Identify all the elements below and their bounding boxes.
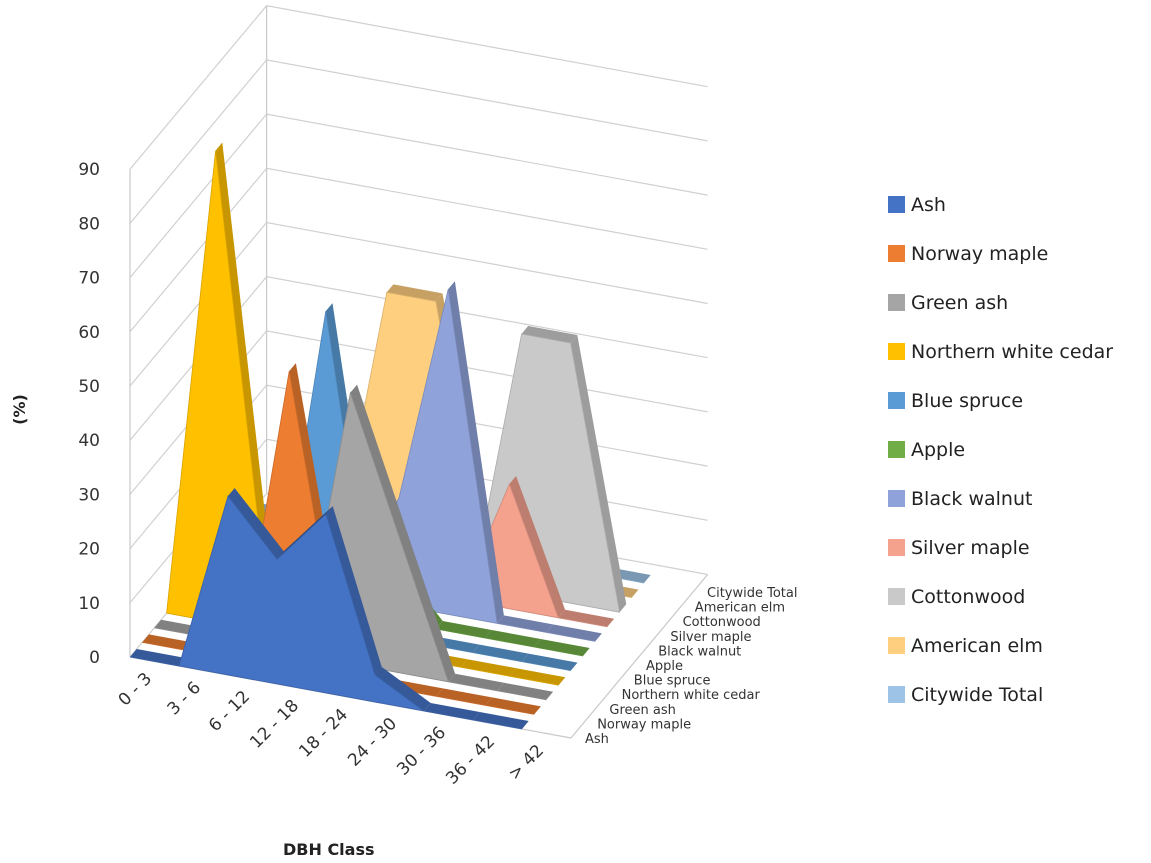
legend-label: Green ash	[911, 291, 1009, 314]
legend-label: Citywide Total	[911, 683, 1044, 706]
y-tick-label: 30	[78, 485, 100, 505]
series-edge	[436, 621, 492, 638]
legend-item: Northern white cedar	[888, 327, 1113, 376]
series-edge	[497, 682, 554, 700]
legend-swatch	[888, 588, 905, 605]
y-tick-label: 10	[78, 594, 100, 614]
y-tick-label: 90	[78, 160, 100, 180]
depth-tick-label: Black walnut	[658, 644, 741, 659]
legend-label: Norway maple	[911, 242, 1049, 265]
series-edge	[534, 639, 590, 656]
legend-swatch	[888, 343, 905, 360]
legend-item: Green ash	[888, 278, 1113, 327]
legend-swatch	[888, 245, 905, 262]
legend-label: Cottonwood	[911, 585, 1026, 608]
depth-tick-label: Citywide Total	[707, 586, 797, 601]
depth-tick-label: Cottonwood	[683, 615, 761, 630]
depth-tick-label: American elm	[695, 601, 785, 616]
legend-item: Black walnut	[888, 474, 1113, 523]
series-edge	[130, 649, 186, 666]
legend: Ash Norway maple Green ash Northern white c…	[888, 180, 1113, 719]
x-tick-label: 6 - 12	[205, 687, 254, 736]
y-tick-label: 20	[78, 540, 100, 560]
series-edge	[448, 281, 504, 624]
x-tick-label: > 42	[505, 741, 548, 784]
series-edge	[521, 653, 578, 671]
legend-item: Silver maple	[888, 523, 1113, 572]
legend-swatch	[888, 539, 905, 556]
series-edge	[228, 488, 284, 560]
legend-swatch	[888, 686, 905, 703]
legend-label: Blue spruce	[911, 389, 1024, 412]
legend-item: Cottonwood	[888, 572, 1113, 621]
series-edge	[436, 688, 492, 706]
series-edge	[424, 703, 480, 720]
series-edge	[350, 384, 407, 538]
y-tick-label: 70	[78, 269, 100, 289]
series-edge	[472, 644, 529, 662]
legend-item: Apple	[888, 425, 1113, 474]
series-edge	[485, 697, 541, 715]
series-edge	[558, 609, 615, 627]
legend-label: Northern white cedar	[911, 340, 1114, 363]
x-tick-label: 12 - 18	[246, 696, 303, 753]
series-edge	[326, 506, 382, 675]
series-edge	[215, 142, 272, 577]
legend-item: Norway maple	[888, 229, 1113, 278]
depth-tick-label: Apple	[646, 659, 683, 674]
y-axis-title: (%)	[9, 394, 29, 425]
series-edge	[460, 659, 517, 677]
depth-tick-label: Ash	[585, 732, 609, 747]
depth-tick-label: Northern white cedar	[622, 688, 761, 703]
legend-swatch	[888, 392, 905, 409]
series-edge	[448, 673, 505, 691]
x-tick-label: 3 - 6	[164, 678, 205, 719]
x-tick-label: 18 - 24	[295, 705, 352, 762]
y-tick-label: 60	[78, 323, 100, 343]
legend-item: Ash	[888, 180, 1113, 229]
y-tick-label: 50	[78, 377, 100, 397]
x-tick-label: 24 - 30	[344, 714, 401, 771]
y-tick-label: 40	[78, 431, 100, 451]
series-edge	[570, 335, 627, 613]
y-tick-label: 0	[89, 648, 100, 668]
series-edge	[485, 630, 541, 647]
legend-item: Citywide Total	[888, 670, 1113, 719]
depth-tick-label: Blue spruce	[634, 674, 711, 689]
legend-label: American elm	[911, 634, 1043, 657]
legend-swatch	[888, 294, 905, 311]
legend-item: Blue spruce	[888, 376, 1113, 425]
depth-axis-line	[570, 574, 709, 739]
legend-label: Ash	[911, 193, 946, 216]
series-edge	[473, 712, 529, 729]
legend-item: American elm	[888, 621, 1113, 670]
x-tick-label: 36 - 42	[442, 732, 499, 789]
x-axis-title: DBH Class	[283, 840, 375, 859]
series-edge	[521, 326, 578, 343]
legend-swatch	[888, 441, 905, 458]
depth-tick-label: Green ash	[609, 703, 675, 718]
legend-label: Silver maple	[911, 536, 1030, 559]
series-edge	[546, 624, 602, 642]
legend-swatch	[888, 637, 905, 654]
series-edge	[509, 668, 566, 686]
series-edge	[142, 634, 198, 652]
depth-tick-label: Silver maple	[670, 630, 751, 645]
legend-label: Apple	[911, 438, 966, 461]
y-tick-label: 80	[78, 214, 100, 234]
series-edge	[386, 284, 443, 302]
x-tick-label: 0 - 3	[115, 669, 156, 710]
series-edge	[509, 476, 566, 618]
x-tick-label: 30 - 36	[393, 723, 450, 780]
series-edge	[375, 666, 431, 711]
series-edge	[497, 615, 553, 633]
series-edge	[399, 529, 456, 682]
series-area	[129, 495, 523, 730]
legend-swatch	[888, 196, 905, 213]
legend-swatch	[888, 490, 905, 507]
legend-label: Black walnut	[911, 487, 1033, 510]
depth-tick-label: Norway maple	[597, 717, 691, 732]
